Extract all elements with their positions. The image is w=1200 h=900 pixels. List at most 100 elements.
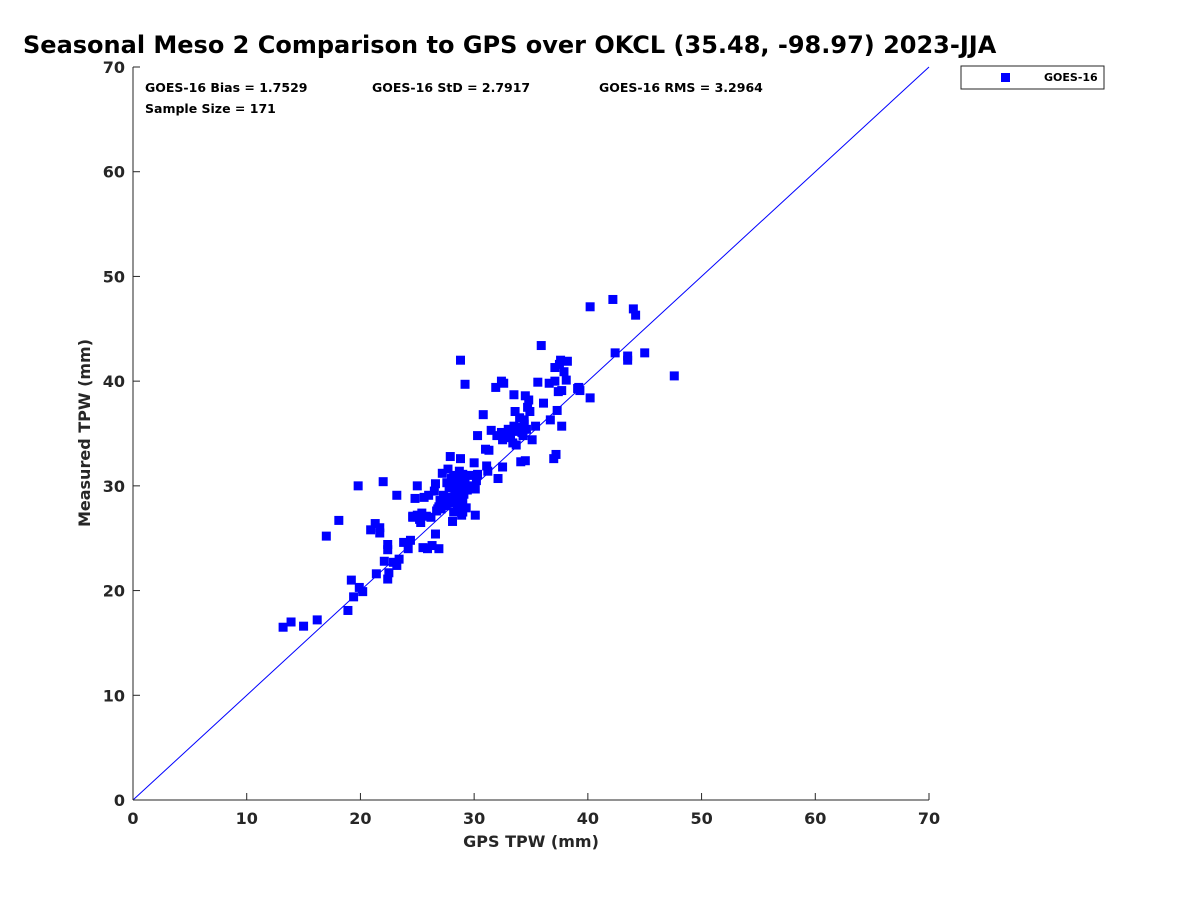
data-point bbox=[520, 456, 530, 466]
data-point bbox=[392, 560, 402, 570]
x-axis-ticks: 0 10 20 30 40 50 60 70 bbox=[127, 793, 940, 828]
stat-rms: GOES-16 RMS = 3.2964 bbox=[599, 80, 763, 95]
data-point bbox=[366, 525, 376, 535]
data-point bbox=[353, 481, 363, 491]
data-point bbox=[444, 492, 454, 502]
x-tick-label: 50 bbox=[690, 809, 712, 828]
data-points-layer bbox=[278, 294, 679, 632]
data-point bbox=[640, 348, 650, 358]
x-tick-label: 0 bbox=[127, 809, 138, 828]
data-point bbox=[518, 431, 528, 441]
data-point bbox=[421, 511, 431, 521]
data-point bbox=[515, 413, 525, 423]
data-point bbox=[492, 431, 502, 441]
data-point bbox=[559, 367, 569, 377]
data-point bbox=[429, 486, 439, 496]
data-point bbox=[527, 435, 537, 445]
data-point bbox=[349, 592, 359, 602]
data-point bbox=[299, 621, 309, 631]
data-point bbox=[412, 481, 422, 491]
data-point bbox=[449, 470, 459, 480]
data-point bbox=[669, 371, 679, 381]
data-point bbox=[286, 617, 296, 627]
data-point bbox=[452, 488, 462, 498]
data-point bbox=[278, 622, 288, 632]
data-point bbox=[430, 529, 440, 539]
data-point bbox=[557, 386, 567, 396]
data-point bbox=[419, 492, 429, 502]
data-point bbox=[433, 504, 443, 514]
data-point bbox=[383, 574, 393, 584]
data-point bbox=[536, 341, 546, 351]
data-point bbox=[453, 475, 463, 485]
data-point bbox=[483, 466, 493, 476]
stat-sample-size: Sample Size = 171 bbox=[145, 101, 276, 116]
data-point bbox=[346, 575, 356, 585]
data-point bbox=[417, 508, 427, 518]
x-tick-label: 70 bbox=[918, 809, 940, 828]
data-point bbox=[460, 379, 470, 389]
data-point bbox=[446, 498, 456, 508]
data-point bbox=[478, 410, 488, 420]
data-point bbox=[486, 425, 496, 435]
x-tick-label: 30 bbox=[463, 809, 485, 828]
data-point bbox=[463, 483, 473, 493]
data-point bbox=[631, 310, 641, 320]
data-point bbox=[585, 393, 595, 403]
data-point bbox=[471, 476, 481, 486]
data-point bbox=[562, 356, 572, 366]
data-point bbox=[375, 528, 385, 538]
data-point bbox=[466, 470, 476, 480]
data-point bbox=[437, 468, 447, 478]
y-tick-label: 0 bbox=[114, 791, 125, 810]
data-point bbox=[403, 544, 413, 554]
data-point bbox=[334, 515, 344, 525]
data-point bbox=[426, 512, 436, 522]
data-point bbox=[418, 543, 428, 553]
data-point bbox=[585, 302, 595, 312]
data-point bbox=[453, 499, 463, 509]
data-point bbox=[423, 544, 433, 554]
data-point bbox=[525, 407, 535, 417]
data-point bbox=[473, 469, 483, 479]
data-point bbox=[550, 363, 560, 373]
data-point bbox=[410, 493, 420, 503]
legend: GOES-16 bbox=[960, 65, 1105, 90]
data-point bbox=[383, 539, 393, 549]
data-point bbox=[551, 449, 561, 459]
data-point bbox=[378, 477, 388, 487]
data-point bbox=[448, 516, 458, 526]
data-point bbox=[438, 490, 448, 500]
data-point bbox=[343, 605, 353, 615]
data-point bbox=[470, 484, 480, 494]
x-tick-label: 20 bbox=[349, 809, 371, 828]
stat-bias: GOES-16 Bias = 1.7529 bbox=[145, 80, 307, 95]
data-point bbox=[399, 537, 409, 547]
legend-label-goes16: GOES-16 bbox=[1044, 71, 1098, 84]
data-point bbox=[608, 294, 618, 304]
x-tick-label: 10 bbox=[236, 809, 258, 828]
y-axis-ticks: 0 10 20 30 40 50 60 70 bbox=[103, 58, 140, 810]
x-tick-label: 40 bbox=[577, 809, 599, 828]
data-point bbox=[416, 518, 426, 528]
data-point bbox=[473, 431, 483, 441]
y-tick-label: 70 bbox=[103, 58, 125, 77]
data-point bbox=[623, 351, 633, 361]
data-point bbox=[519, 415, 529, 425]
y-tick-label: 50 bbox=[103, 267, 125, 286]
data-point bbox=[539, 398, 549, 408]
data-point bbox=[448, 481, 458, 491]
data-point bbox=[443, 464, 453, 474]
data-point bbox=[461, 503, 471, 513]
data-point bbox=[312, 615, 322, 625]
data-point bbox=[506, 432, 516, 442]
data-point bbox=[460, 478, 470, 488]
data-point bbox=[499, 378, 509, 388]
data-point bbox=[384, 568, 394, 578]
data-point bbox=[435, 496, 445, 506]
data-point bbox=[484, 445, 494, 455]
data-point bbox=[455, 355, 465, 365]
stat-std: GOES-16 StD = 2.7917 bbox=[372, 80, 530, 95]
data-point bbox=[445, 452, 455, 462]
data-point bbox=[458, 469, 468, 479]
